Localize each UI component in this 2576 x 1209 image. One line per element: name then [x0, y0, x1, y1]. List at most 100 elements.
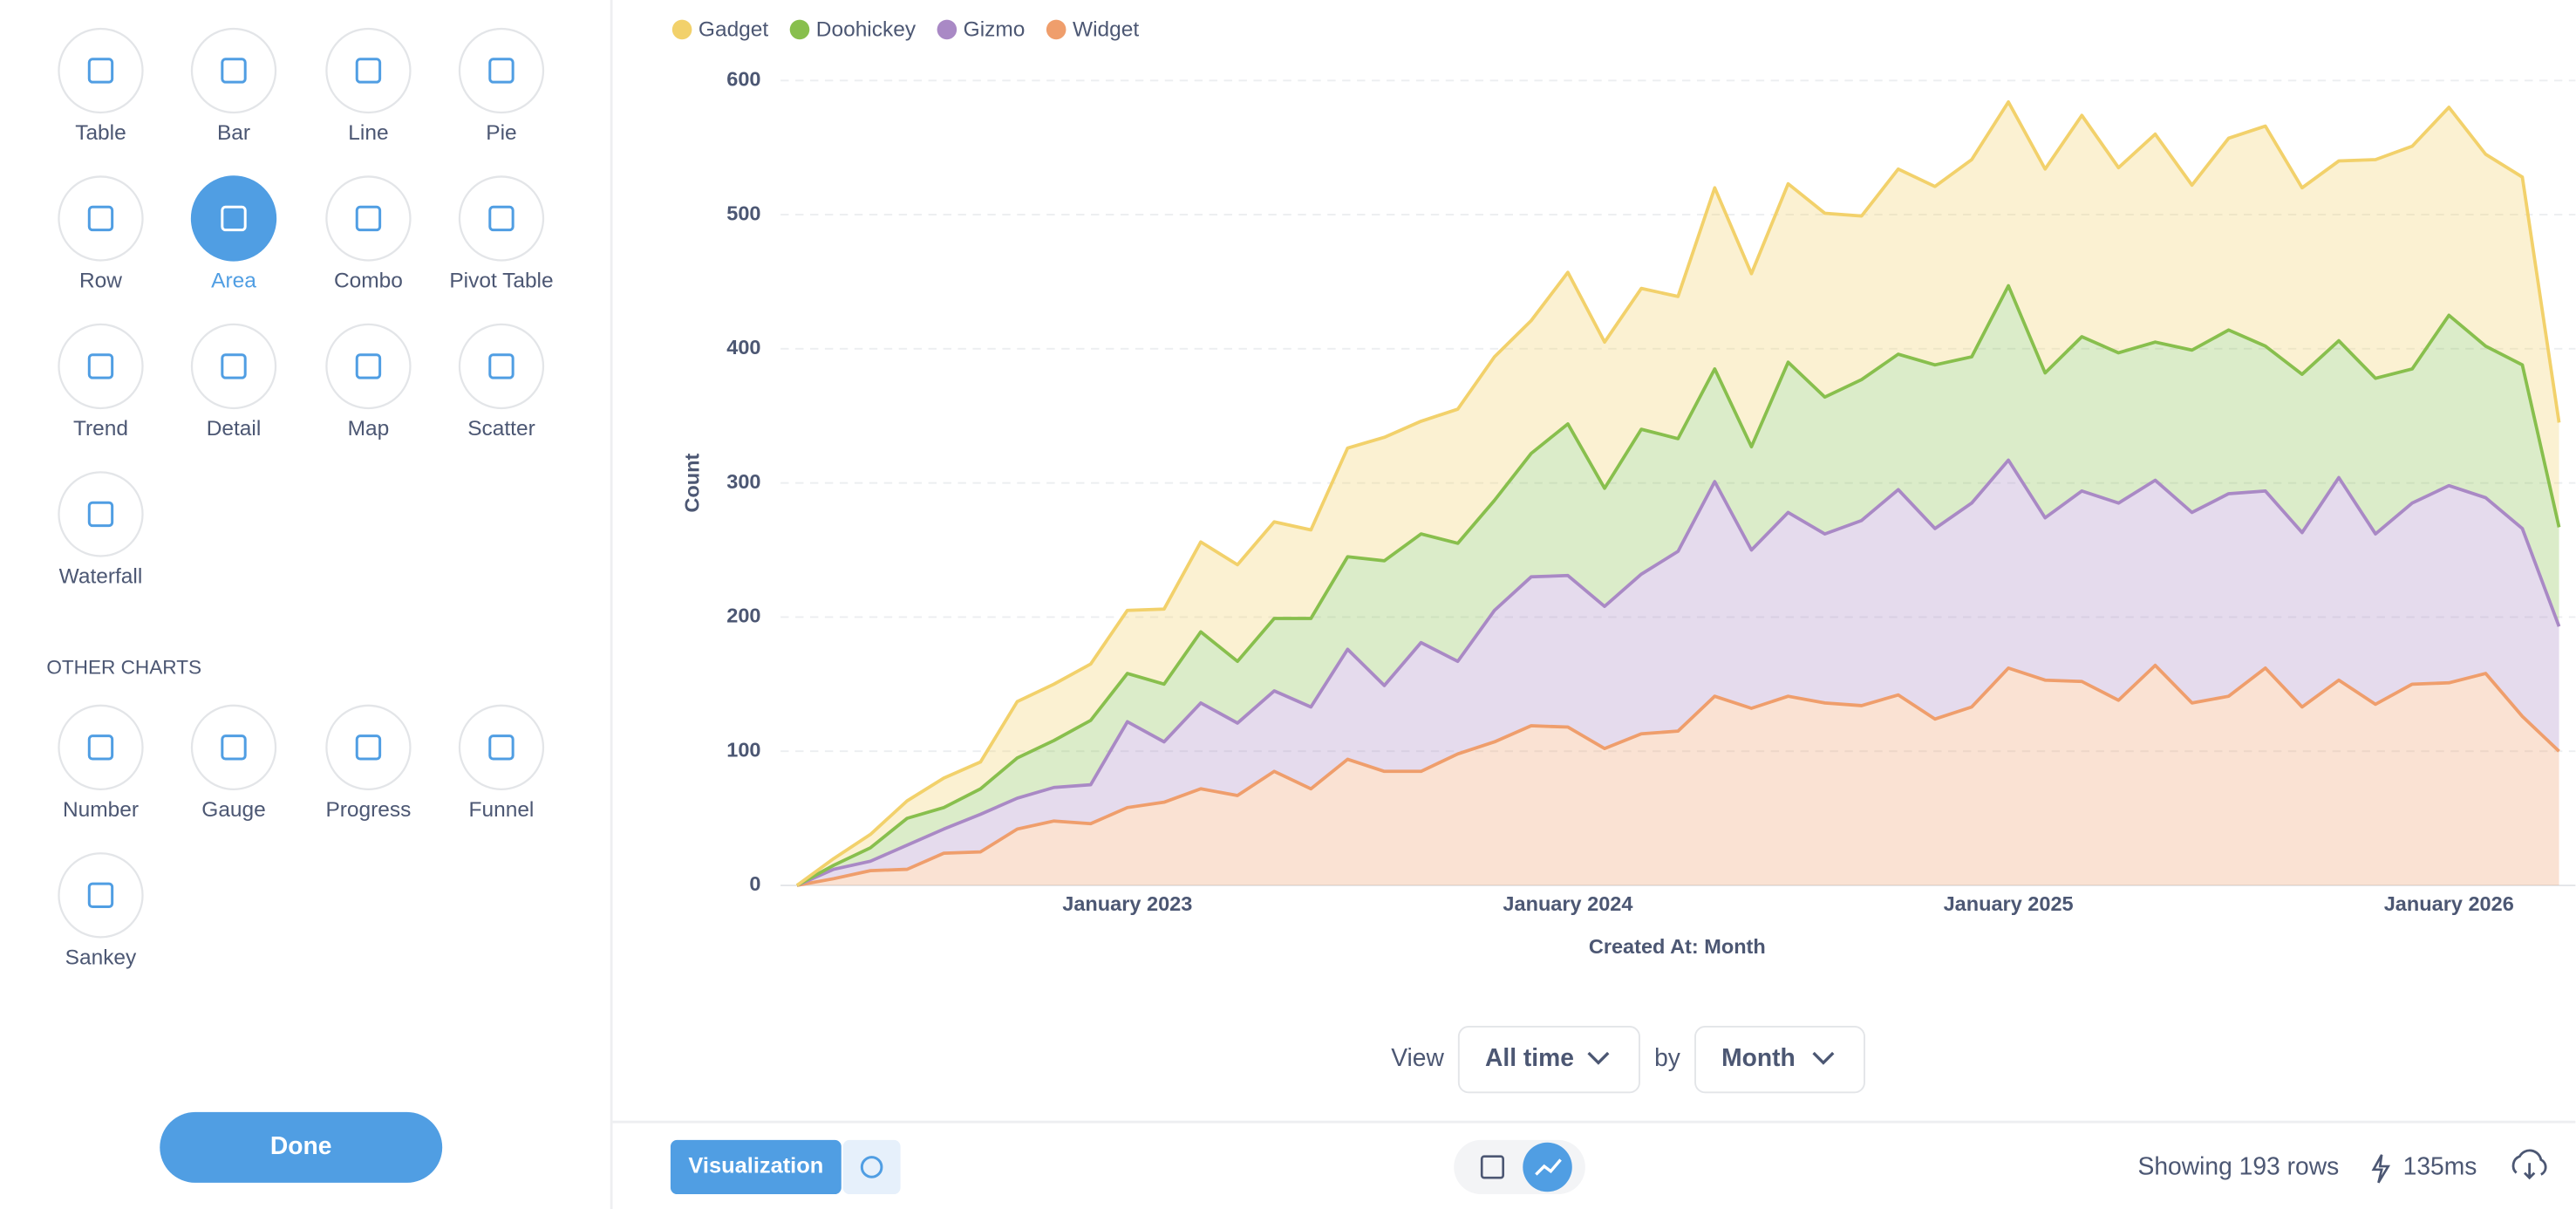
- chart-type-label[interactable]: Progress: [325, 798, 411, 822]
- chart-type-button[interactable]: [190, 323, 277, 410]
- bolt-icon: [2371, 1154, 2391, 1184]
- chart-type-label[interactable]: Pivot Table: [449, 269, 553, 292]
- chart-type-label[interactable]: Area: [211, 269, 256, 292]
- chart-type-button[interactable]: [58, 471, 144, 557]
- chart-type-icon: [87, 734, 114, 761]
- legend-label[interactable]: Gizmo: [964, 17, 1026, 41]
- chart-type-icon: [355, 58, 382, 84]
- legend-swatch[interactable]: [671, 19, 692, 40]
- table-toggle-icon[interactable]: [1480, 1155, 1505, 1179]
- area: [796, 460, 2559, 886]
- chart-type-button[interactable]: [58, 27, 144, 114]
- legend-label[interactable]: Gadget: [699, 17, 768, 41]
- section-heading: OTHER CHARTS: [46, 656, 201, 678]
- chart-type-label[interactable]: Number: [63, 798, 139, 822]
- unit-dropdown[interactable]: [1694, 1026, 1865, 1094]
- chart-type-icon: [221, 734, 247, 761]
- y-tick-label: 600: [726, 67, 760, 90]
- chart-type-label[interactable]: Combo: [334, 269, 403, 292]
- chart-type-icon: [488, 734, 515, 761]
- legend-swatch[interactable]: [937, 19, 957, 40]
- chart-type-button[interactable]: [458, 175, 545, 262]
- visualization-label[interactable]: Visualization: [688, 1154, 823, 1178]
- chart-type-label[interactable]: Detail: [207, 417, 262, 441]
- chart-type-button[interactable]: [58, 175, 144, 262]
- x-axis-label: Created At: Month: [1589, 935, 1766, 958]
- legend-swatch[interactable]: [1046, 19, 1067, 40]
- chart-type-button[interactable]: [190, 175, 277, 262]
- unit-value[interactable]: Month: [1721, 1043, 1796, 1071]
- chart-type-button[interactable]: [325, 323, 412, 410]
- chart-type-icon: [87, 501, 114, 528]
- x-tick-label: January 2025: [1944, 892, 2074, 915]
- chart-type-icon: [87, 353, 114, 379]
- area: [796, 665, 2559, 886]
- y-tick-label: 200: [726, 604, 760, 627]
- chart-type-label[interactable]: Funnel: [469, 798, 535, 822]
- legend-swatch[interactable]: [789, 19, 810, 40]
- chart-type-label[interactable]: Pie: [486, 121, 516, 145]
- chart-type-icon: [355, 734, 382, 761]
- chart-type-icon: [221, 58, 247, 84]
- done-label[interactable]: Done: [270, 1131, 332, 1159]
- y-axis-label: Count: [681, 454, 704, 513]
- chart-type-button[interactable]: [325, 704, 412, 790]
- chart-type-button[interactable]: [325, 27, 412, 114]
- chart-type-icon: [87, 58, 114, 84]
- y-tick-label: 400: [726, 336, 760, 359]
- chart-type-label[interactable]: Scatter: [467, 417, 535, 441]
- row-count: Showing 193 rows: [2137, 1151, 2339, 1179]
- y-tick-label: 0: [749, 872, 760, 895]
- chart-type-label[interactable]: Bar: [217, 121, 250, 145]
- chart-type-button[interactable]: [58, 852, 144, 939]
- chart-type-label[interactable]: Map: [348, 417, 390, 441]
- y-tick-label: 100: [726, 738, 760, 761]
- chart-type-label[interactable]: Trend: [73, 417, 128, 441]
- chart-type-label[interactable]: Line: [348, 121, 388, 145]
- chevron: [1587, 1051, 1610, 1065]
- chart-type-label[interactable]: Table: [75, 121, 126, 145]
- area: [796, 101, 2559, 886]
- chart-type-button[interactable]: [58, 704, 144, 790]
- legend-label[interactable]: Doohickey: [816, 17, 917, 41]
- y-tick-label: 300: [726, 470, 760, 493]
- chart-type-icon: [87, 205, 114, 232]
- range-dropdown[interactable]: [1457, 1026, 1640, 1094]
- line: [796, 458, 2561, 887]
- chart-type-icon: [221, 353, 247, 379]
- chart-type-button[interactable]: [458, 704, 545, 790]
- by-label: by: [1654, 1043, 1681, 1071]
- chart-type-button[interactable]: [325, 175, 412, 262]
- chart-type-icon: [488, 58, 515, 84]
- y-tick-label: 500: [726, 202, 760, 224]
- chart-type-icon: [87, 882, 114, 909]
- line: [795, 99, 2561, 887]
- chevron: [1812, 1051, 1835, 1065]
- chart-type-button[interactable]: [58, 323, 144, 410]
- area: [796, 285, 2559, 886]
- x-tick-label: January 2026: [2384, 892, 2514, 915]
- download-icon[interactable]: [2511, 1149, 2547, 1180]
- chart-type-button[interactable]: [458, 27, 545, 114]
- done-button[interactable]: [160, 1111, 443, 1183]
- chart-type-label[interactable]: Sankey: [65, 946, 137, 969]
- chart-type-label[interactable]: Row: [79, 269, 122, 292]
- chart-type-button[interactable]: [190, 704, 277, 790]
- gear-icon: [860, 1156, 883, 1178]
- chart-toggle-icon: [1535, 1158, 1562, 1176]
- chart-type-icon: [355, 353, 382, 379]
- line: [796, 663, 2560, 887]
- view-label: View: [1391, 1043, 1444, 1071]
- chart-type-label[interactable]: Waterfall: [59, 564, 143, 588]
- x-tick-label: January 2023: [1062, 892, 1192, 915]
- settings-button[interactable]: [842, 1139, 901, 1195]
- chart-type-button[interactable]: [458, 323, 545, 410]
- range-value[interactable]: All time: [1485, 1043, 1574, 1071]
- chart-type-button[interactable]: [190, 27, 277, 114]
- legend-label[interactable]: Widget: [1073, 17, 1139, 41]
- chart-type-icon: [221, 205, 247, 232]
- chart-type-label[interactable]: Gauge: [201, 798, 265, 822]
- visualization-button[interactable]: [670, 1139, 842, 1195]
